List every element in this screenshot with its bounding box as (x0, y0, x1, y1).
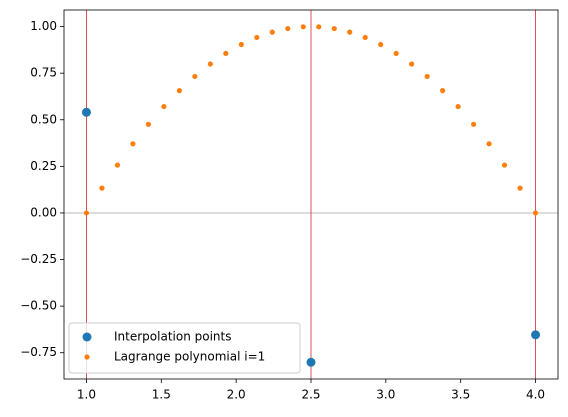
x-tick-label: 1.5 (152, 388, 171, 402)
x-tick-label: 1.0 (77, 388, 96, 402)
axes-frame (63, 9, 559, 380)
point (114, 162, 121, 168)
point (161, 103, 167, 110)
point (285, 25, 291, 32)
point (532, 210, 539, 216)
point (176, 88, 182, 94)
point (424, 73, 430, 80)
point (455, 103, 461, 110)
point (347, 29, 353, 35)
point (517, 185, 523, 191)
x-tick-label: 4.0 (526, 388, 545, 402)
y-tick-label: 0.25 (30, 159, 57, 173)
point (531, 330, 541, 340)
point (83, 210, 90, 216)
point (145, 121, 151, 127)
y-tick-label: 0.50 (30, 112, 57, 126)
legend-box (68, 322, 301, 374)
point (393, 50, 399, 57)
point (331, 25, 337, 32)
point (130, 141, 136, 147)
x-tick-label: 3.0 (376, 388, 395, 402)
point (99, 185, 105, 191)
point (238, 41, 244, 48)
point (316, 24, 322, 30)
point (471, 121, 477, 127)
y-tick-label: 0.75 (30, 66, 57, 80)
point (378, 41, 384, 48)
point (501, 162, 508, 168)
legend-marker (84, 354, 90, 360)
point (223, 50, 229, 57)
y-tick-label: 0.00 (30, 205, 57, 219)
y-tick-label: 1.00 (30, 19, 57, 33)
legend-marker (82, 332, 92, 342)
point (306, 357, 316, 367)
point (269, 29, 275, 35)
y-tick-label: −0.25 (20, 252, 57, 266)
point (300, 24, 306, 30)
point (362, 34, 368, 41)
legend: Interpolation points Lagrange polynomial … (68, 322, 301, 374)
point (192, 73, 198, 80)
point (254, 34, 260, 41)
x-tick-label: 2.0 (227, 388, 246, 402)
legend-label: Lagrange polynomial i=1 (114, 350, 265, 364)
y-tick-label: −0.75 (20, 345, 57, 359)
x-tick-label: 2.5 (301, 388, 320, 402)
point (440, 88, 446, 94)
point (409, 61, 415, 67)
legend-label: Interpolation points (114, 330, 231, 344)
point (207, 61, 213, 67)
y-tick-label: −0.50 (20, 299, 57, 313)
x-tick-label: 3.5 (451, 388, 470, 402)
point (486, 141, 492, 147)
point (81, 107, 91, 117)
